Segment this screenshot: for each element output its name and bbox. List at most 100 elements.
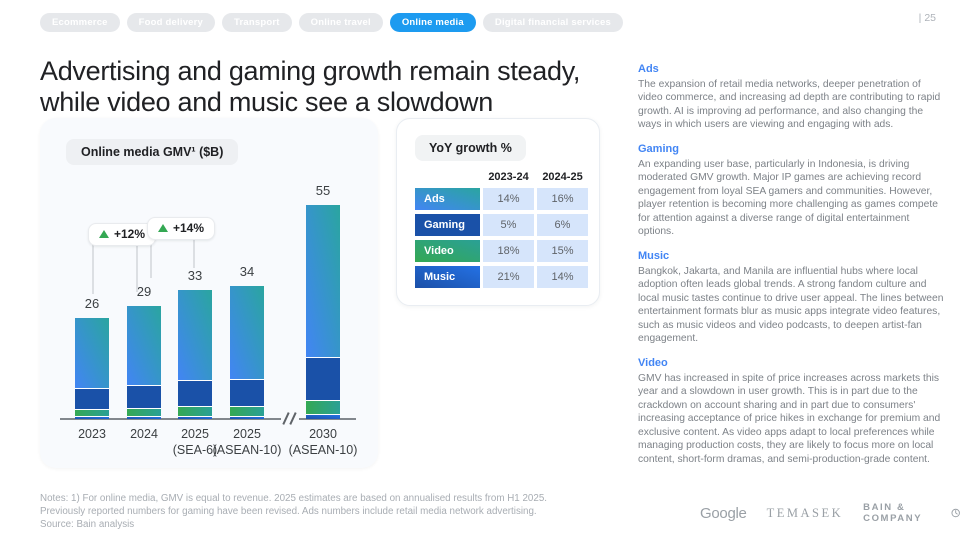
growth-badge-12: +12% (88, 223, 157, 246)
bar-segment-music (178, 415, 212, 419)
bar-segment-ads (306, 204, 340, 357)
section-body: The expansion of retail media networks, … (638, 79, 941, 131)
section-heading: Music (638, 249, 670, 262)
table-value-cell: 6% (537, 214, 588, 236)
annotation-connector (92, 244, 94, 294)
logo-row: Google TEMASEK BAIN & COMPANY (700, 502, 960, 524)
growth-table-rows: Ads 14% 16% Gaming 5% 6% Video 18% 15% Music 21% 14… (415, 188, 588, 288)
table-value-cell: 14% (537, 266, 588, 288)
growth-table-head: 2023-24 2024-25 (415, 171, 588, 183)
bain-compass-icon (951, 508, 960, 518)
table-value-cell: 5% (483, 214, 534, 236)
bar-segment-music (127, 415, 161, 419)
bar-segment-gaming (75, 388, 109, 409)
annotation-connector (193, 238, 195, 268)
section-music: Music Bangkok, Jakarta, and Manila are in… (638, 250, 946, 346)
footnote-line: Previously reported numbers for gaming h… (40, 506, 537, 518)
stacked-bar (127, 305, 161, 419)
section-heading: Video (638, 356, 668, 369)
section-body: An expanding user base, particularly in … (638, 158, 938, 238)
footnote-line: Source: Bain analysis (40, 519, 135, 531)
bar-segment-gaming (306, 356, 340, 401)
yoy-growth-card: YoY growth % 2023-24 2024-25 Ads 14% 16% Ga… (396, 118, 600, 306)
nav-tab-food-delivery[interactable]: Food delivery (126, 13, 216, 32)
nav-tabs: Ecommerce Food delivery Transport Online tr… (40, 13, 623, 32)
bar-total-label: 34 (239, 264, 255, 280)
bar-segment-video (306, 400, 340, 415)
growth-badge-label: +14% (173, 221, 205, 235)
table-value-cell: 15% (537, 240, 588, 262)
annotation-connector (136, 244, 138, 292)
table-value-cell: 14% (483, 188, 534, 210)
bar-segment-video (127, 407, 161, 416)
stacked-bar (178, 290, 212, 419)
bar-total-label: 55 (315, 182, 331, 198)
nav-tab-digital-financial-services[interactable]: Digital financial services (482, 13, 623, 32)
bar-total-label: 26 (84, 295, 100, 311)
table-value-cell: 16% (537, 188, 588, 210)
bar-segment-gaming (127, 384, 161, 408)
section-ads: Ads The expansion of retail media network… (638, 63, 946, 132)
up-triangle-icon (158, 224, 168, 232)
x-axis-line (60, 418, 356, 420)
bar-segment-video (178, 406, 212, 416)
up-triangle-icon (99, 230, 109, 238)
nav-tab-transport[interactable]: Transport (222, 13, 292, 32)
bain-company-logo: BAIN & COMPANY (863, 502, 960, 524)
bar-segment-gaming (178, 380, 212, 407)
nav-tab-online-travel[interactable]: Online travel (298, 13, 383, 32)
gmv-chart-card: Online media GMV¹ ($B) 26 2023 29 2024 33 202… (40, 118, 378, 468)
bar-total-label: 33 (187, 268, 203, 284)
table-title: YoY growth % (415, 135, 526, 161)
google-logo: Google (700, 504, 747, 522)
bar-segment-gaming (230, 379, 264, 407)
nav-tab-ecommerce[interactable]: Ecommerce (40, 13, 120, 32)
stacked-bar (75, 317, 109, 419)
x-axis-label: 2030 (ASEAN-10) (288, 427, 358, 457)
temasek-logo: TEMASEK (766, 505, 844, 520)
x-axis-label: 2025 (SEA-6) (172, 427, 218, 457)
table-head-col2: 2024-25 (542, 171, 583, 183)
bar-segment-video (230, 406, 264, 416)
footnote-line: Notes: 1) For online media, GMV is equal… (40, 493, 547, 504)
bar-segment-ads (230, 286, 264, 380)
page-title: Advertising and gaming growth remain ste… (40, 56, 581, 118)
bar-total-label: 29 (136, 283, 152, 299)
section-heading: Ads (638, 63, 659, 75)
nav-tab-online-media[interactable]: Online media (389, 13, 476, 32)
section-video: Video GMV has increased in spite of price… (638, 357, 946, 466)
bar-segment-ads (178, 290, 212, 381)
commentary-column: Ads The expansion of retail media network… (638, 63, 946, 477)
page-number-value: 25 (924, 12, 936, 24)
footnotes: Notes: 1) For online media, GMV is equal… (40, 492, 605, 532)
growth-badge-14: +14% (147, 217, 216, 240)
bar-segment-music (75, 415, 109, 419)
chart-title: Online media GMV¹ ($B) (66, 139, 239, 165)
table-row-label-ads: Ads (415, 188, 480, 210)
table-head-col1: 2023-24 (488, 171, 529, 183)
table-value-cell: 18% (483, 240, 534, 262)
section-gaming: Gaming An expanding user base, particular… (638, 143, 946, 239)
section-body: Bangkok, Jakarta, and Manila are influen… (638, 265, 944, 345)
section-heading: Gaming (638, 142, 679, 155)
annotation-connector (150, 238, 152, 278)
page-number: | 25 (919, 12, 936, 24)
table-row-label-video: Video (415, 240, 480, 262)
bar-segment-video (75, 408, 109, 416)
stacked-bar (306, 204, 340, 419)
axis-break (281, 411, 299, 426)
page-number-divider: | (918, 12, 922, 24)
table-head-spacer (415, 171, 480, 183)
x-axis-label: 2024 (130, 427, 158, 441)
bain-company-label: BAIN & COMPANY (863, 502, 923, 524)
bar-segment-ads (127, 305, 161, 385)
table-row-label-gaming: Gaming (415, 214, 480, 236)
bar-segment-ads (75, 317, 109, 389)
chart-plot: 26 2023 29 2024 33 2025 (SEA-6) 34 2025 (ASEAN-… (60, 118, 358, 457)
x-axis-label: 2023 (78, 427, 106, 441)
x-axis-label: 2025 (ASEAN-10) (212, 427, 282, 457)
bar-segment-music (306, 414, 340, 419)
bar-segment-music (230, 415, 264, 419)
table-row-label-music: Music (415, 266, 480, 288)
stacked-bar (230, 286, 264, 419)
